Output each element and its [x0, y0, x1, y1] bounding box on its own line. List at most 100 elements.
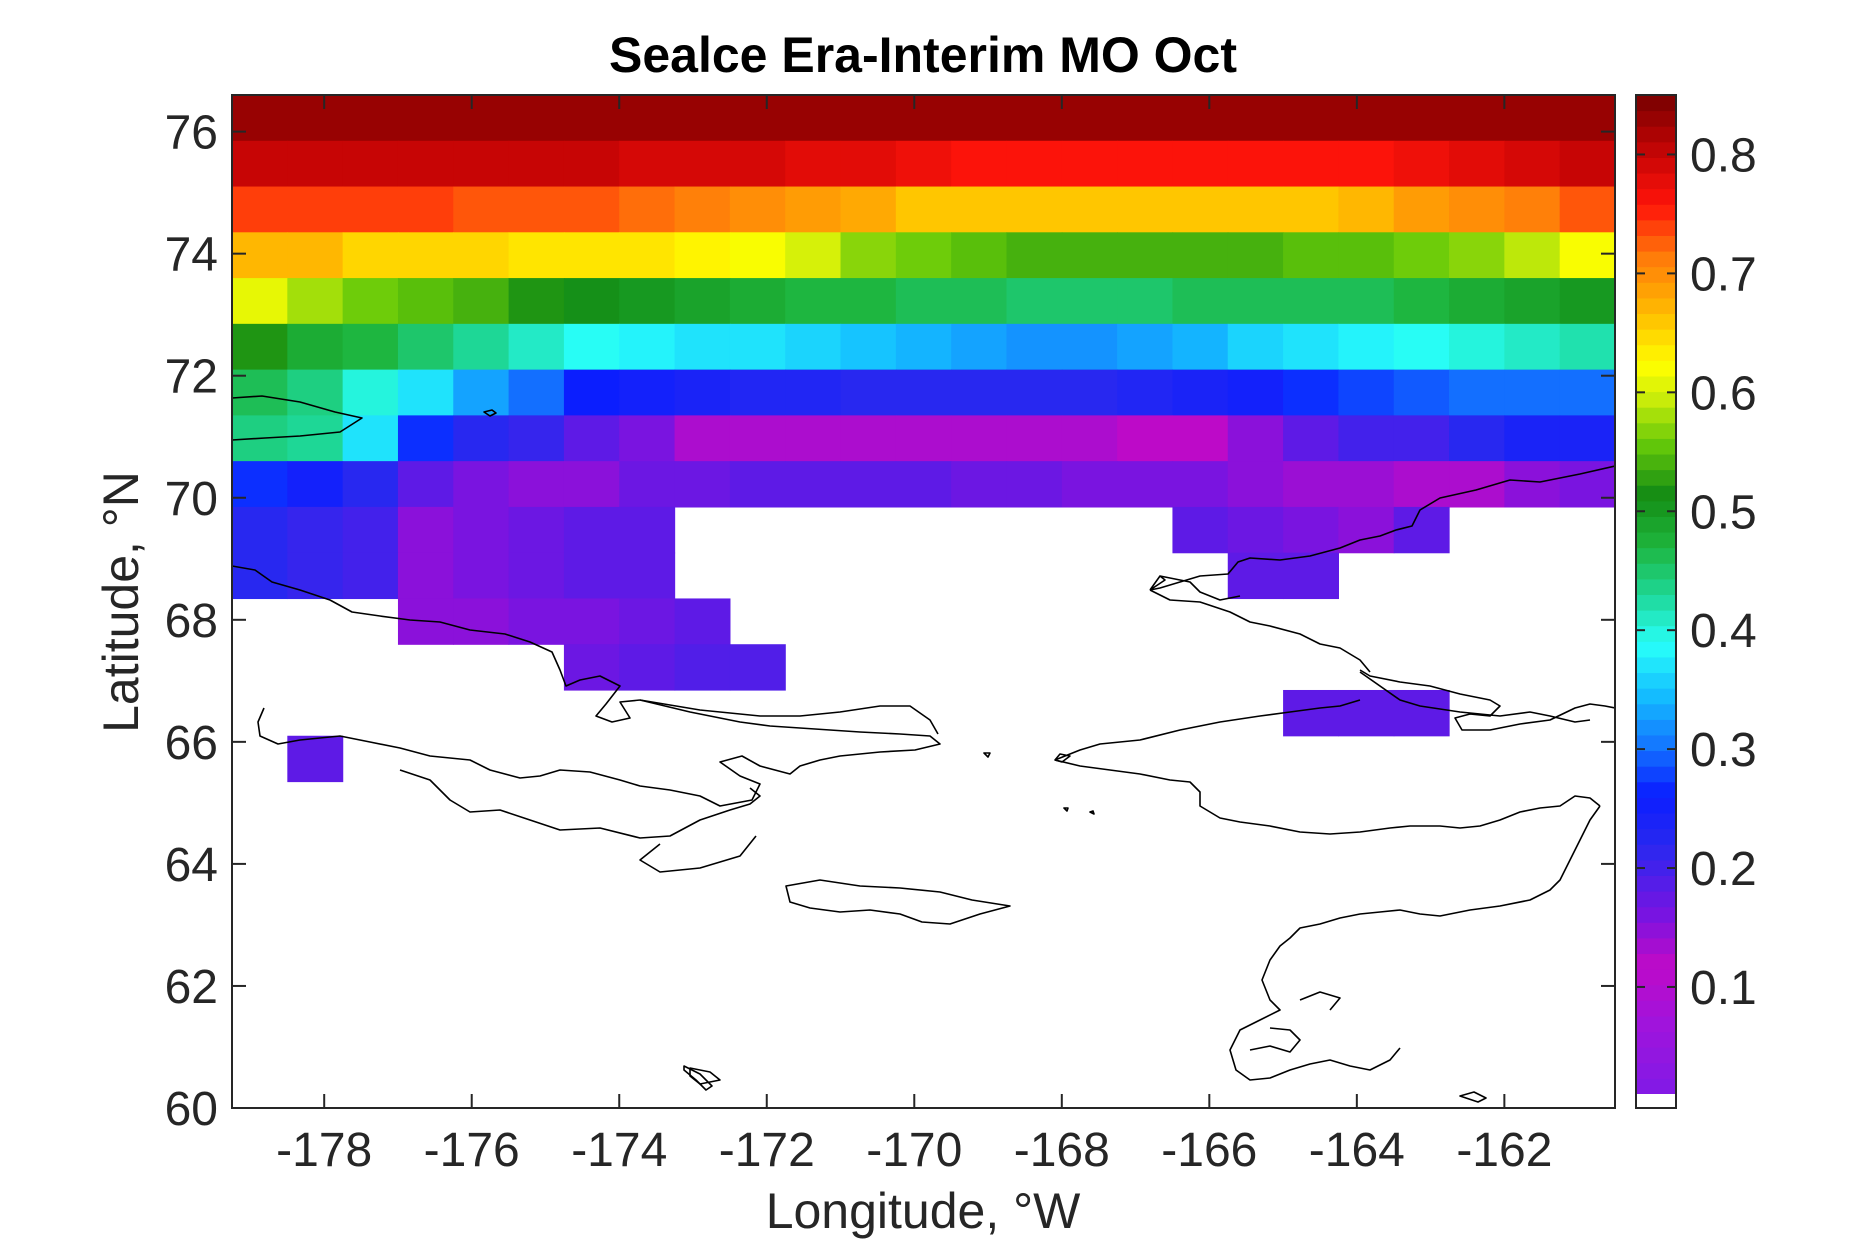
heatmap-cell: [563, 415, 620, 462]
heatmap-cell: [729, 140, 786, 188]
colorbar-swatch: [1636, 375, 1676, 393]
colorbar-swatch: [1636, 969, 1676, 986]
heatmap-cell: [1172, 232, 1229, 279]
heatmap-cell: [785, 369, 842, 416]
heatmap-cell: [397, 415, 454, 462]
heatmap-cell: [287, 323, 344, 371]
x-tick-label: -170: [866, 1124, 962, 1177]
heatmap-cell: [1283, 323, 1339, 371]
heatmap-cell: [508, 461, 565, 508]
heatmap-cell: [1061, 369, 1118, 416]
coastline-small-islands: [983, 752, 1487, 1103]
heatmap-cell: [1393, 323, 1450, 371]
heatmap-cell: [1393, 140, 1450, 188]
heatmap-cell: [951, 323, 1008, 371]
heatmap-cell: [1504, 278, 1561, 325]
heatmap-cell: [1338, 506, 1395, 554]
heatmap-cell: [1283, 461, 1339, 508]
heatmap-cell: [1283, 415, 1339, 462]
colorbar-swatch: [1636, 110, 1676, 127]
heatmap-cell: [1449, 278, 1505, 325]
heatmap-cell: [951, 232, 1008, 279]
colorbar-swatch: [1636, 204, 1676, 221]
heatmap-cell: [619, 598, 676, 645]
colorbar-swatch: [1636, 532, 1676, 549]
coastline-chukotka-east: [639, 699, 939, 735]
colorbar-swatch: [1636, 984, 1676, 1001]
heatmap-cell: [1227, 95, 1284, 142]
x-tick-label: -166: [1161, 1124, 1257, 1177]
coastline-chukotka-north: [232, 565, 641, 723]
heatmap-cell: [840, 323, 897, 371]
heatmap-cell: [563, 323, 620, 371]
heatmap-cell: [397, 186, 454, 233]
x-tick-label: -164: [1309, 1124, 1405, 1177]
heatmap-cell: [1061, 415, 1118, 462]
colorbar-swatch: [1636, 610, 1676, 627]
heatmap-cell: [1227, 461, 1284, 508]
colorbar-swatch: [1636, 672, 1676, 689]
colorbar-swatch: [1636, 875, 1676, 892]
heatmap-cell: [1449, 140, 1505, 188]
heatmap-cell: [840, 232, 897, 279]
heatmap-cell: [1559, 95, 1615, 142]
heatmap-cell: [1172, 506, 1229, 554]
heatmap-cell: [674, 140, 731, 188]
coastline-kotzebue-sound: [1359, 669, 1615, 731]
heatmap-cell: [508, 598, 565, 645]
colorbar-zero-band: [1636, 1094, 1676, 1108]
heatmap-cell: [951, 278, 1008, 325]
plot-frame: [231, 94, 1616, 1109]
heatmap-cell: [563, 95, 620, 142]
heatmap-cell: [232, 506, 288, 554]
colorbar-swatch: [1636, 297, 1676, 315]
coastline-alaska-north: [1149, 465, 1615, 591]
colorbar-swatch: [1636, 141, 1676, 158]
colorbar-swatch: [1636, 953, 1676, 970]
heatmap-cell: [1172, 415, 1229, 462]
heatmap-cell: [563, 461, 620, 508]
heatmap-cell: [785, 461, 842, 508]
heatmap-cell: [1504, 415, 1561, 462]
heatmap-cell: [1283, 506, 1339, 554]
heatmap-cell: [840, 140, 897, 188]
heatmap-cell: [453, 323, 510, 371]
heatmap-cell: [1338, 369, 1395, 416]
heatmap-cell: [1559, 415, 1615, 462]
chart-title: Sealce Era-Interim MO Oct: [609, 27, 1237, 83]
heatmap-cell: [1006, 186, 1063, 233]
colorbar-swatch: [1636, 859, 1676, 876]
colorbar-swatch: [1636, 360, 1676, 377]
colorbar-swatch: [1636, 157, 1676, 174]
colorbar-swatch: [1636, 734, 1676, 752]
heatmap-cell: [729, 644, 786, 691]
heatmap-cell: [785, 415, 842, 462]
heatmap-cell: [453, 95, 510, 142]
heatmap-cell: [287, 506, 344, 554]
colorbar-tick-label: 0.2: [1690, 843, 1757, 896]
heatmap-cell: [785, 323, 842, 371]
heatmap-cell: [1006, 415, 1063, 462]
heatmap-cell: [232, 186, 288, 233]
heatmap-cell: [1338, 278, 1395, 325]
coastline-lisburne: [1149, 589, 1371, 673]
heatmap-cell: [1504, 369, 1561, 416]
colorbar-tick-label: 0.8: [1690, 129, 1757, 182]
heatmap-cell: [563, 506, 620, 554]
colorbar-swatch: [1636, 563, 1676, 580]
heatmap-cell: [1061, 95, 1118, 142]
heatmap-cell: [1117, 323, 1174, 371]
heatmap-cell: [287, 232, 344, 279]
heatmap-cell: [619, 369, 676, 416]
heatmap-cell: [232, 369, 288, 416]
colorbar-tick-label: 0.5: [1690, 486, 1757, 539]
coastline-st-matthew-island: [683, 1065, 713, 1091]
colorbar-swatch: [1636, 906, 1676, 923]
heatmap-cell: [287, 278, 344, 325]
colorbar-swatch: [1636, 438, 1676, 455]
colorbar-swatch: [1636, 750, 1676, 767]
colorbar: 0.1 0.2 0.3 0.4 0.5 0.6 0.7 0.8: [1635, 94, 1757, 1109]
heatmap-cell: [1172, 278, 1229, 325]
heatmap-cell: [1283, 278, 1339, 325]
